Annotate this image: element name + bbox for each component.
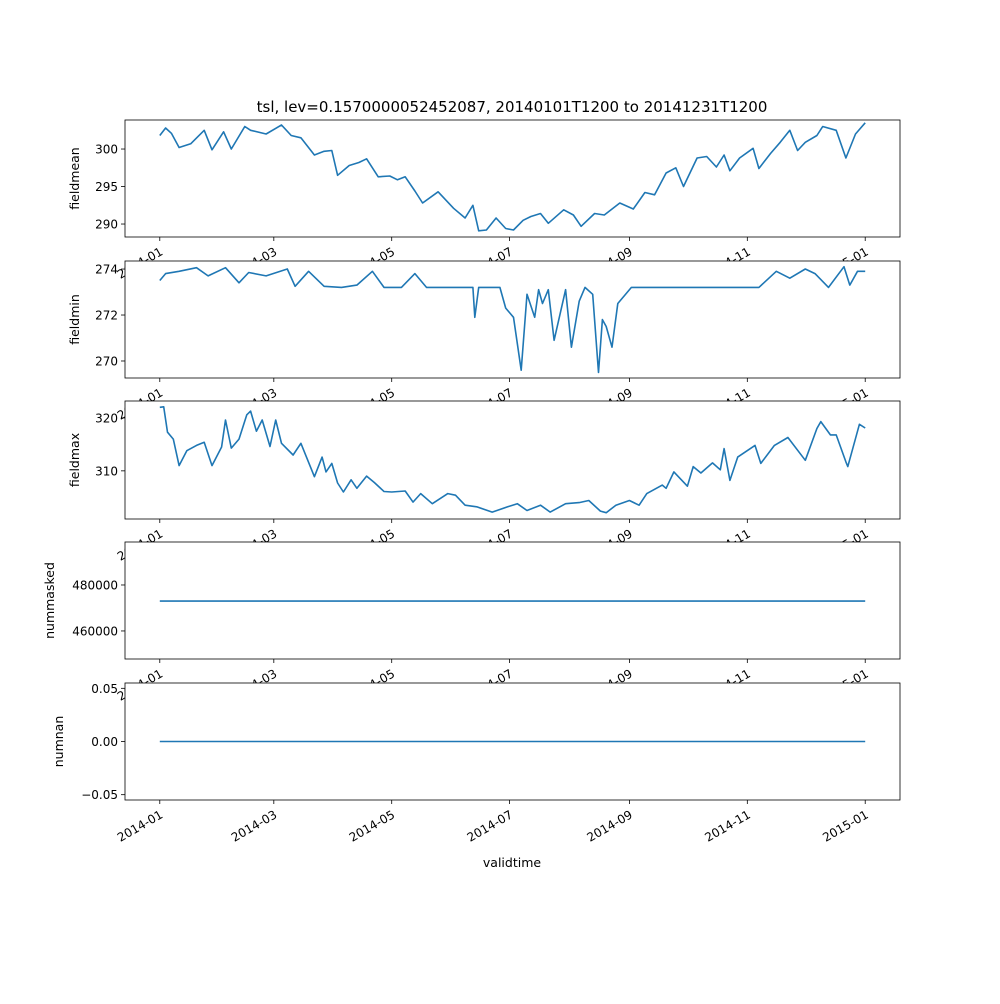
y-tick-label: 290 xyxy=(95,218,118,232)
y-tick-label: 320 xyxy=(95,411,118,425)
series-line-fieldmin xyxy=(159,265,866,374)
series-line-fieldmean xyxy=(159,122,866,232)
axes-frame xyxy=(124,682,901,801)
x-tick-label: 2014-01 xyxy=(115,807,165,844)
x-tick-label: 2014-05 xyxy=(347,807,397,844)
y-tick-label: 310 xyxy=(95,464,118,478)
y-tick-label: 0.00 xyxy=(91,735,118,749)
x-axis-label: validtime xyxy=(483,855,541,870)
y-tick-label: 480000 xyxy=(72,578,118,592)
x-tick-label: 2014-03 xyxy=(229,807,279,844)
plot-area xyxy=(125,120,900,237)
x-tick-label: 2015-01 xyxy=(820,807,870,844)
x-tick-label: 2014-07 xyxy=(465,807,515,844)
y-tick-label: 460000 xyxy=(72,624,118,638)
axes-frame xyxy=(124,400,901,520)
y-tick-label: 295 xyxy=(95,180,118,194)
y-tick-label: 0.05 xyxy=(91,682,118,696)
x-tick-label: 2014-11 xyxy=(702,807,752,844)
y-axis-label: fieldmin xyxy=(67,294,82,345)
y-axis-label: numnan xyxy=(51,716,66,768)
y-axis-label: fieldmean xyxy=(67,147,82,209)
subplot-fieldmax: 2014-012014-032014-052014-072014-092014-… xyxy=(67,400,901,564)
axes-frame xyxy=(124,119,901,238)
subplot-numnan: 2014-01 2014-03 2014-05 2014-07 2014-09 2014-… xyxy=(51,682,901,845)
y-tick-label: −0.05 xyxy=(81,788,118,802)
series-line-fieldmax xyxy=(159,405,866,514)
axes-frame xyxy=(124,541,901,660)
plot-area xyxy=(125,401,900,519)
y-axis-label: nummasked xyxy=(42,562,57,639)
y-tick-label: 300 xyxy=(95,143,118,157)
subplot-nummasked: 2014-012014-032014-052014-072014-092014-… xyxy=(42,541,901,704)
x-tick-label: 2014-09 xyxy=(585,807,635,844)
y-axis-label: fieldmax xyxy=(67,433,82,487)
chart-title: tsl, lev=0.1570000052452087, 20140101T12… xyxy=(257,98,768,116)
plot-area xyxy=(125,261,900,378)
subplot-fieldmin: 2014-012014-032014-052014-072014-092014-… xyxy=(67,260,901,423)
subplot-fieldmean: 2014-012014-032014-052014-072014-092014-… xyxy=(67,119,901,282)
y-tick-label: 270 xyxy=(95,354,118,368)
axes-frame xyxy=(124,260,901,379)
y-tick-label: 272 xyxy=(95,309,118,323)
y-tick-label: 274 xyxy=(95,263,118,277)
